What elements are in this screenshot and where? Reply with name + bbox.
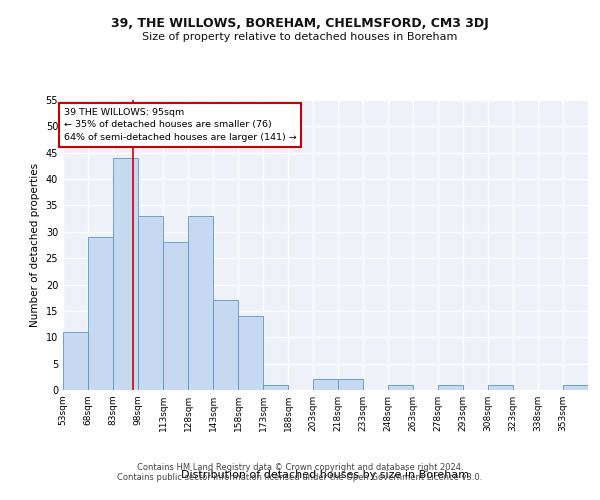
Bar [313, 380, 338, 390]
Bar [213, 300, 238, 390]
Bar [488, 384, 513, 390]
Bar [138, 216, 163, 390]
Bar [563, 384, 588, 390]
Text: 39, THE WILLOWS, BOREHAM, CHELMSFORD, CM3 3DJ: 39, THE WILLOWS, BOREHAM, CHELMSFORD, CM… [111, 18, 489, 30]
Bar [188, 216, 213, 390]
Y-axis label: Number of detached properties: Number of detached properties [30, 163, 40, 327]
Bar [388, 384, 413, 390]
Text: Contains HM Land Registry data © Crown copyright and database right 2024.: Contains HM Land Registry data © Crown c… [137, 462, 463, 471]
Bar [113, 158, 138, 390]
Bar [238, 316, 263, 390]
Text: Contains public sector information licensed under the Open Government Licence v3: Contains public sector information licen… [118, 472, 482, 482]
Bar [263, 384, 288, 390]
Bar [438, 384, 463, 390]
Bar [63, 332, 88, 390]
Bar [338, 380, 363, 390]
Bar [163, 242, 188, 390]
Bar [88, 237, 113, 390]
Text: 39 THE WILLOWS: 95sqm
← 35% of detached houses are smaller (76)
64% of semi-deta: 39 THE WILLOWS: 95sqm ← 35% of detached … [64, 108, 296, 142]
Text: Size of property relative to detached houses in Boreham: Size of property relative to detached ho… [142, 32, 458, 42]
X-axis label: Distribution of detached houses by size in Boreham: Distribution of detached houses by size … [181, 470, 470, 480]
